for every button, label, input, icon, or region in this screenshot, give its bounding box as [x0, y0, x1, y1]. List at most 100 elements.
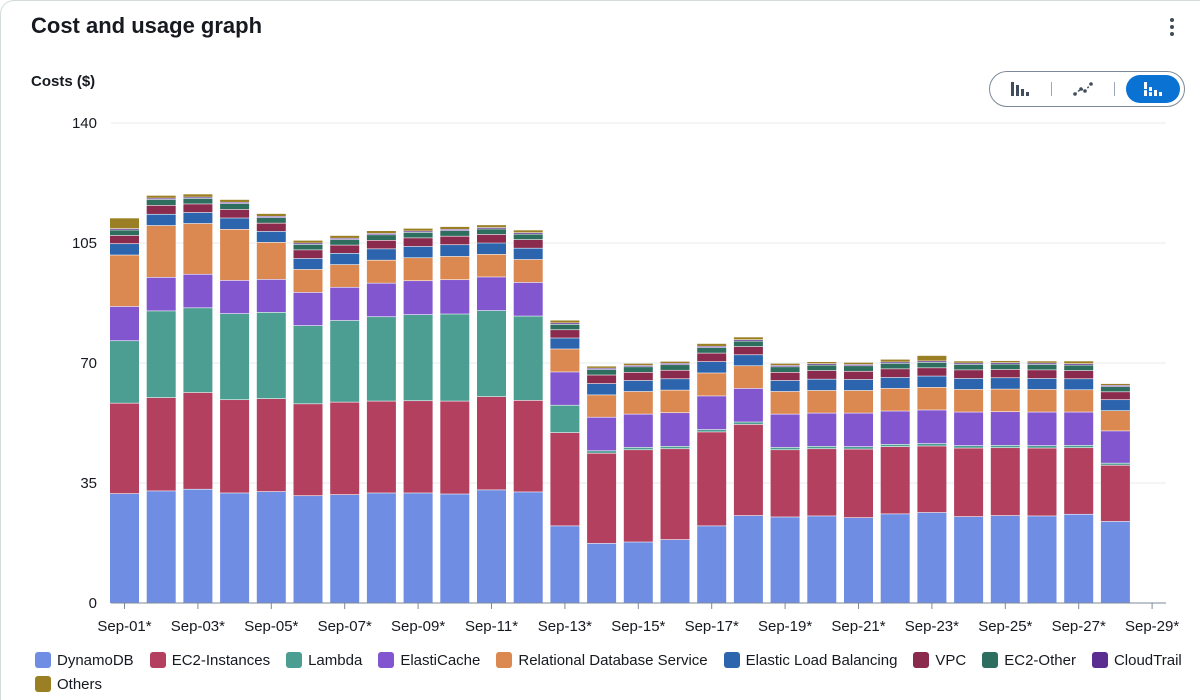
- bar-segment[interactable]: [220, 280, 250, 314]
- bar-segment[interactable]: [256, 231, 286, 243]
- bar-segment[interactable]: [550, 338, 580, 349]
- bar-segment[interactable]: [256, 213, 286, 216]
- bar-segment[interactable]: [403, 232, 433, 238]
- bar-segment[interactable]: [1100, 385, 1130, 387]
- bar-segment[interactable]: [477, 396, 506, 490]
- bar-segment[interactable]: [477, 234, 506, 243]
- bar-segment[interactable]: [330, 238, 360, 240]
- bar-segment[interactable]: [587, 366, 617, 368]
- bar-segment[interactable]: [990, 445, 1020, 448]
- bar-segment[interactable]: [330, 402, 360, 495]
- bar-segment[interactable]: [990, 448, 1020, 516]
- bar-segment[interactable]: [660, 379, 690, 390]
- bar-segment[interactable]: [954, 363, 984, 365]
- bar-segment[interactable]: [220, 218, 250, 230]
- bar-segment[interactable]: [183, 489, 213, 603]
- bar-segment[interactable]: [256, 399, 286, 492]
- bar-segment[interactable]: [440, 245, 470, 257]
- bar-segment[interactable]: [293, 240, 323, 243]
- bar-segment[interactable]: [256, 216, 286, 218]
- bar-segment[interactable]: [146, 491, 176, 603]
- bar-segment[interactable]: [513, 316, 543, 401]
- bar-segment[interactable]: [1027, 370, 1057, 379]
- bar-segment[interactable]: [477, 277, 506, 311]
- bar-segment[interactable]: [697, 346, 727, 348]
- bar-segment[interactable]: [403, 231, 433, 233]
- bar-segment[interactable]: [733, 340, 763, 341]
- bar-segment[interactable]: [1064, 448, 1094, 514]
- bar-segment[interactable]: [1100, 431, 1130, 463]
- bar-segment[interactable]: [697, 396, 727, 430]
- bar-segment[interactable]: [587, 451, 617, 453]
- bar-segment[interactable]: [990, 364, 1020, 370]
- bar-segment[interactable]: [880, 411, 910, 444]
- more-options-icon[interactable]: [1160, 13, 1184, 41]
- bar-segment[interactable]: [183, 392, 213, 489]
- bar-segment[interactable]: [954, 364, 984, 370]
- bar-segment[interactable]: [1100, 463, 1130, 465]
- bar-segment[interactable]: [220, 209, 250, 218]
- bar-segment[interactable]: [1027, 378, 1057, 390]
- bar-segment[interactable]: [330, 239, 360, 245]
- bar-segment[interactable]: [733, 346, 763, 355]
- bar-segment[interactable]: [733, 424, 763, 516]
- bar-segment[interactable]: [623, 450, 653, 542]
- bar-segment[interactable]: [330, 264, 360, 287]
- bar-segment[interactable]: [110, 244, 139, 255]
- stacked-bar-chart-toggle-button[interactable]: [1126, 75, 1180, 103]
- bar-segment[interactable]: [697, 373, 727, 396]
- bar-segment[interactable]: [697, 526, 727, 603]
- bar-segment[interactable]: [550, 372, 580, 405]
- bar-segment[interactable]: [403, 238, 433, 247]
- bar-segment[interactable]: [403, 315, 433, 401]
- bar-segment[interactable]: [366, 231, 396, 234]
- bar-segment[interactable]: [183, 223, 213, 274]
- bar-segment[interactable]: [110, 218, 139, 229]
- bar-segment[interactable]: [587, 395, 617, 417]
- bar-segment[interactable]: [623, 391, 653, 414]
- bar-segment[interactable]: [440, 256, 470, 280]
- bar-segment[interactable]: [844, 371, 873, 380]
- bar-segment[interactable]: [550, 320, 580, 323]
- bar-segment[interactable]: [917, 355, 947, 361]
- bar-segment[interactable]: [477, 227, 506, 229]
- legend-item[interactable]: Elastic Load Balancing: [723, 651, 897, 669]
- bar-segment[interactable]: [366, 317, 396, 401]
- bar-segment[interactable]: [477, 225, 506, 228]
- bar-segment[interactable]: [146, 198, 176, 200]
- bar-segment[interactable]: [917, 446, 947, 513]
- bar-segment[interactable]: [403, 258, 433, 281]
- bar-segment[interactable]: [880, 359, 910, 362]
- legend-item[interactable]: Others: [35, 675, 102, 693]
- bar-segment[interactable]: [807, 361, 837, 364]
- bar-segment[interactable]: [880, 447, 910, 514]
- bar-segment[interactable]: [807, 446, 837, 449]
- bar-segment[interactable]: [733, 341, 763, 347]
- bar-segment[interactable]: [110, 255, 139, 307]
- bar-segment[interactable]: [954, 412, 984, 446]
- legend-item[interactable]: VPC: [913, 651, 966, 669]
- bar-segment[interactable]: [366, 233, 396, 235]
- bar-segment[interactable]: [880, 377, 910, 389]
- bar-segment[interactable]: [293, 244, 323, 250]
- bar-segment[interactable]: [844, 366, 873, 371]
- bar-segment[interactable]: [1027, 445, 1057, 448]
- bar-segment[interactable]: [807, 379, 837, 391]
- bar-segment[interactable]: [954, 378, 984, 390]
- bar-segment[interactable]: [623, 365, 653, 367]
- bar-segment[interactable]: [293, 496, 323, 603]
- bar-segment[interactable]: [1100, 392, 1130, 400]
- bar-segment[interactable]: [1027, 412, 1057, 446]
- bar-segment[interactable]: [220, 400, 250, 493]
- bar-segment[interactable]: [146, 397, 176, 491]
- bar-segment[interactable]: [880, 363, 910, 369]
- bar-segment[interactable]: [844, 413, 873, 447]
- bar-segment[interactable]: [917, 361, 947, 363]
- bar-segment[interactable]: [293, 292, 323, 326]
- bar-segment[interactable]: [990, 360, 1020, 363]
- bar-segment[interactable]: [146, 199, 176, 206]
- bar-segment[interactable]: [1064, 445, 1094, 448]
- bar-segment[interactable]: [954, 389, 984, 412]
- bar-segment[interactable]: [880, 388, 910, 411]
- bar-segment[interactable]: [440, 401, 470, 494]
